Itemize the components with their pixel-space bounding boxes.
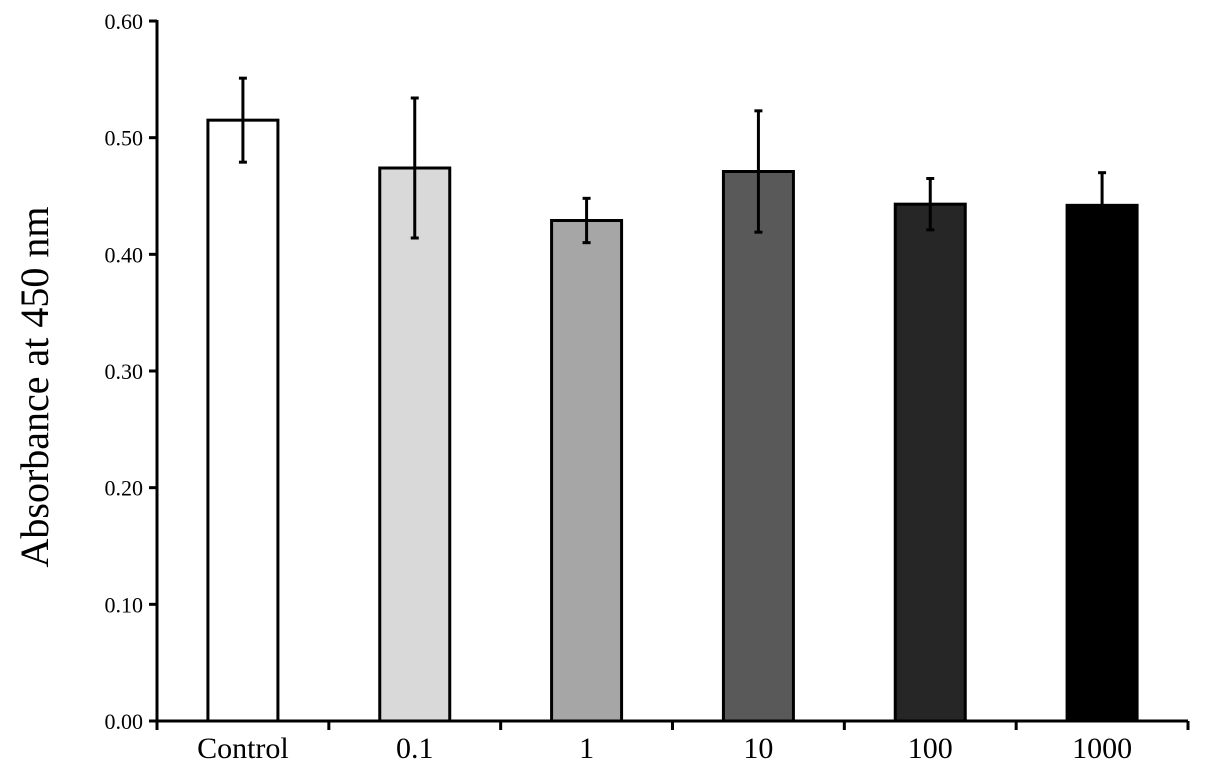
x-category-label: 10 [743, 732, 773, 765]
y-tick-label: 0.40 [105, 242, 144, 267]
y-tick-label: 0.50 [105, 126, 144, 151]
x-category-label: 1000 [1072, 732, 1132, 765]
y-tick-label: 0.20 [105, 476, 144, 501]
bar [721, 170, 795, 723]
bar [550, 219, 624, 723]
x-category-label: 1 [579, 732, 594, 765]
bar [206, 118, 280, 723]
y-tick-label: 0.30 [105, 359, 144, 384]
bar [1065, 203, 1139, 723]
bar [893, 202, 967, 723]
y-tick-label: 0.60 [105, 9, 144, 34]
labels: 0.00 0.10 0.20 0.30 0.40 0.50 0.60 Control 0.1 1 1… [105, 9, 1133, 765]
x-category-label: 0.1 [396, 732, 434, 765]
x-category-label: 100 [908, 732, 953, 765]
x-category-label: Control [197, 732, 289, 765]
y-tick-label: 0.10 [105, 592, 144, 617]
y-tick-label: 0.00 [105, 709, 144, 734]
bars [206, 118, 1139, 723]
y-axis-title: Absorbance at 450 nm [12, 206, 57, 567]
axes [149, 19, 1190, 730]
bar [378, 166, 452, 723]
error-bars [238, 76, 1107, 245]
